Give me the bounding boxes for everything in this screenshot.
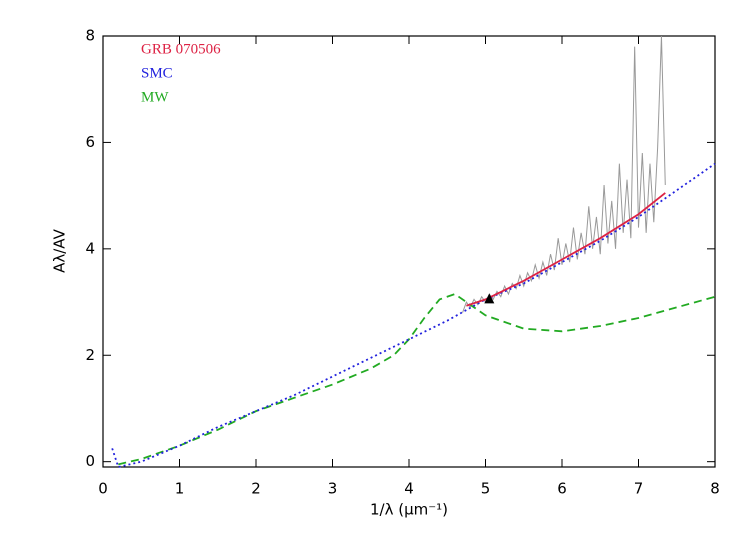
y-tick-label: 6	[85, 133, 95, 151]
x-tick-label: 7	[634, 480, 644, 498]
legend-label: SMC	[141, 65, 173, 81]
legend-label: GRB 070506	[141, 41, 221, 57]
series-line	[466, 192, 666, 307]
plot-frame	[102, 35, 716, 468]
x-tick-label: 4	[404, 480, 414, 498]
x-tick-label: 8	[710, 480, 720, 498]
x-tick-label: 3	[328, 480, 338, 498]
y-tick-label: 8	[85, 27, 95, 45]
y-tick-label: 0	[85, 452, 95, 470]
x-axis-label: 1/λ (μm⁻¹)	[370, 501, 448, 519]
x-tick-label: 2	[251, 480, 261, 498]
series-line	[462, 35, 666, 313]
series-line	[111, 162, 716, 469]
legend-label: MW	[141, 89, 169, 105]
x-tick-label: 1	[175, 480, 185, 498]
x-tick-label: 0	[98, 480, 108, 498]
y-tick-label: 2	[85, 346, 95, 364]
x-tick-label: 6	[557, 480, 567, 498]
y-tick-label: 4	[85, 239, 95, 257]
series-line	[118, 293, 716, 466]
x-tick-label: 5	[481, 480, 491, 498]
marker	[484, 293, 495, 304]
y-axis-label: Aλ/AV	[51, 228, 69, 272]
